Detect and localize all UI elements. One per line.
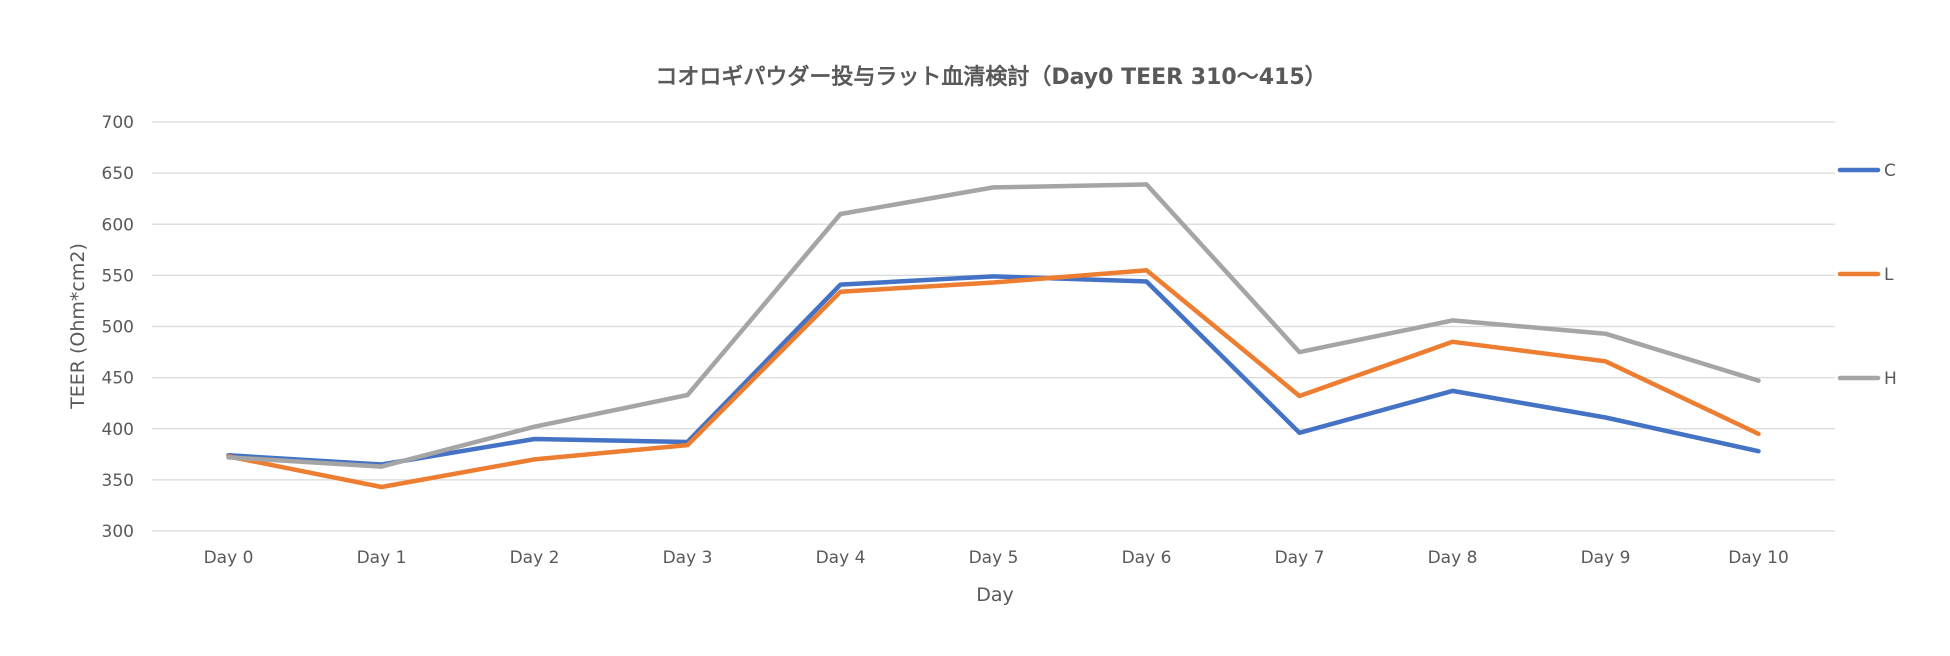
series-line-l — [226, 268, 1761, 490]
x-tick-label: Day 3 — [663, 548, 713, 568]
series-line-c — [226, 274, 1761, 467]
y-tick-label: 600 — [102, 215, 134, 235]
x-tick-label: Day 9 — [1581, 548, 1631, 568]
series-line-h — [226, 182, 1761, 469]
y-axis-ticks: 300 350 400 450 500 550 600 650 700 — [102, 113, 134, 542]
y-tick-label: 400 — [102, 420, 134, 440]
legend: C L H — [1837, 161, 1897, 389]
x-axis-label: Day — [976, 584, 1014, 606]
y-tick-label: 350 — [102, 471, 134, 491]
x-tick-label: Day 1 — [357, 548, 407, 568]
chart-title: コオロギパウダー投与ラット血清検討（Day0 TEER 310～415） — [655, 64, 1326, 90]
x-axis-ticks: Day 0 Day 1 Day 2 Day 3 Day 4 Day 5 Day 6 Day 7… — [204, 548, 1789, 568]
legend-label-l: L — [1884, 265, 1894, 285]
y-tick-label: 300 — [102, 522, 134, 542]
x-tick-label: Day 2 — [510, 548, 560, 568]
x-tick-label: Day 6 — [1122, 548, 1172, 568]
x-tick-label: Day 7 — [1275, 548, 1325, 568]
y-tick-label: 450 — [102, 369, 134, 389]
y-tick-label: 550 — [102, 266, 134, 286]
x-tick-label: Day 8 — [1428, 548, 1478, 568]
y-axis-label: TEER (Ohm*cm2) — [67, 243, 89, 410]
legend-label-c: C — [1884, 161, 1896, 181]
x-tick-label: Day 4 — [816, 548, 866, 568]
x-tick-label: Day 5 — [969, 548, 1019, 568]
gridlines — [152, 121, 1835, 532]
legend-label-h: H — [1884, 369, 1897, 389]
x-tick-label: Day 10 — [1728, 548, 1789, 568]
x-tick-label: Day 0 — [204, 548, 254, 568]
y-tick-label: 650 — [102, 164, 134, 184]
y-tick-label: 700 — [102, 113, 134, 133]
y-tick-label: 500 — [102, 318, 134, 338]
series-lines — [226, 182, 1761, 490]
